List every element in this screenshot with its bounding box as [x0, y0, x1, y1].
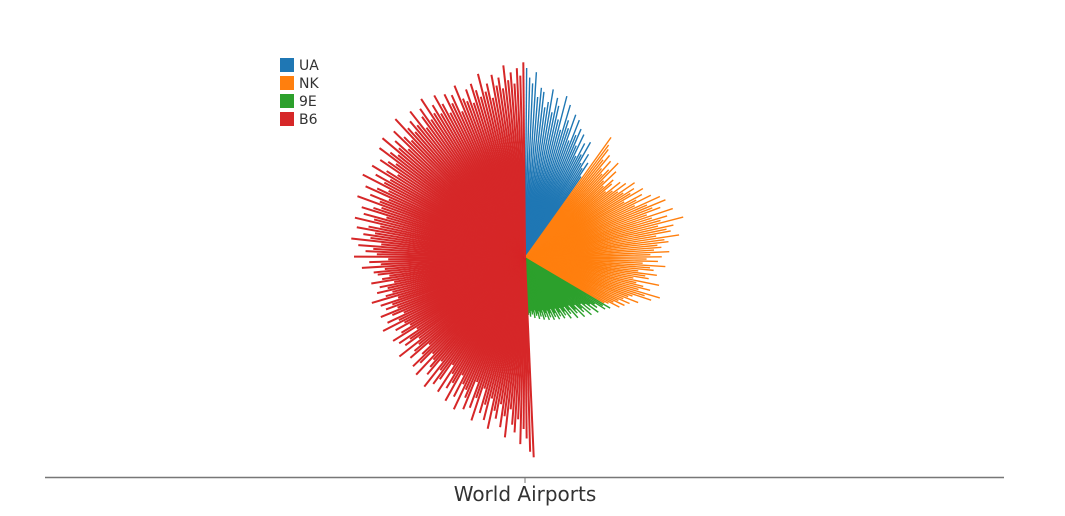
legend-item-ua[interactable]: UA: [280, 58, 319, 74]
legend-item-b6[interactable]: B6: [280, 112, 318, 128]
legend-item-nk[interactable]: NK: [280, 76, 319, 92]
bars-layer: [351, 62, 684, 458]
legend-label-ua: UA: [299, 58, 319, 74]
legend-item-9e[interactable]: 9E: [280, 94, 317, 110]
legend-swatch-9e: [280, 94, 294, 108]
x-axis-title: World Airports: [454, 482, 597, 506]
legend: UA NK 9E B6: [280, 58, 319, 128]
legend-label-9e: 9E: [299, 94, 317, 110]
legend-label-b6: B6: [299, 112, 318, 128]
legend-label-nk: NK: [299, 76, 319, 92]
bar-b6-184: [522, 62, 526, 259]
legend-swatch-nk: [280, 76, 294, 90]
legend-swatch-b6: [280, 112, 294, 126]
legend-swatch-ua: [280, 58, 294, 72]
